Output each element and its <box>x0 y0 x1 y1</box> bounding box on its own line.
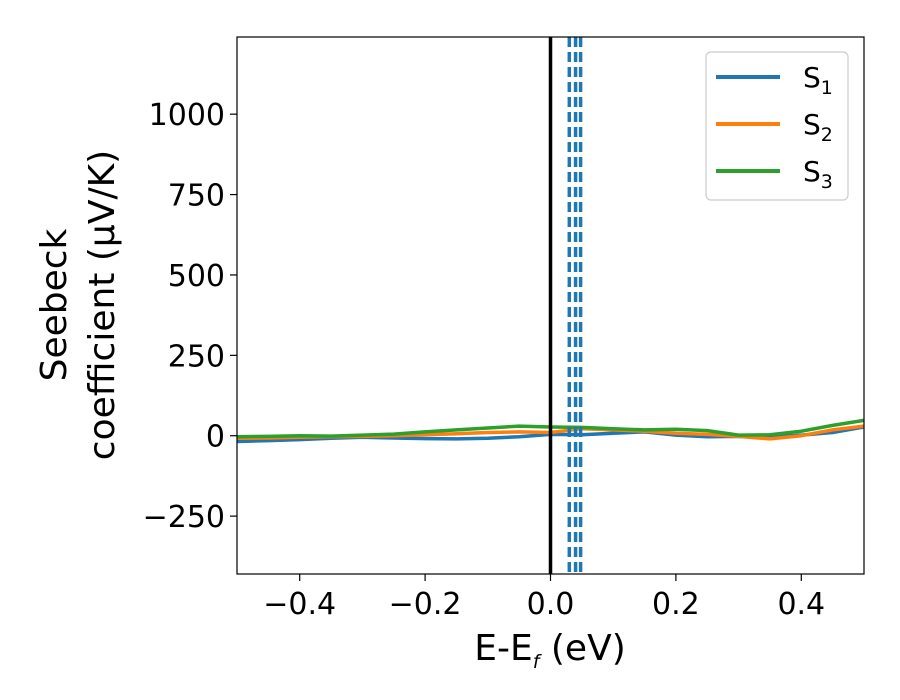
legend: S1 S2 S3 <box>705 51 849 201</box>
x-axis-ticks: −0.4 −0.2 0.0 0.2 0.4 <box>263 574 825 622</box>
x-axis-label: E-Ef (eV) <box>474 628 626 673</box>
x-tick-label: 0.2 <box>652 587 700 622</box>
legend-label-s3: S3 <box>803 155 833 193</box>
y-tick-label: 0 <box>206 420 225 455</box>
y-axis-label-line-1: Seebeck <box>34 228 75 381</box>
y-tick-label: 750 <box>168 179 225 214</box>
legend-label-s1: S1 <box>803 61 833 99</box>
y-axis-label: Seebeck coefficient (μV/K) <box>34 150 123 460</box>
x-tick-label: −0.2 <box>389 587 462 622</box>
y-tick-label: −250 <box>143 500 225 535</box>
x-tick-label: 0.0 <box>527 587 575 622</box>
y-axis-ticks: −250 0 250 500 750 1000 <box>143 98 237 535</box>
x-tick-label: 0.4 <box>777 587 825 622</box>
y-tick-label: 1000 <box>149 98 225 133</box>
reference-lines <box>548 37 583 574</box>
x-tick-label: −0.4 <box>263 587 336 622</box>
legend-label-s2: S2 <box>803 108 833 146</box>
y-axis-label-line-2: coefficient (μV/K) <box>82 150 123 460</box>
y-tick-label: 250 <box>168 339 225 374</box>
y-tick-label: 500 <box>168 259 225 294</box>
